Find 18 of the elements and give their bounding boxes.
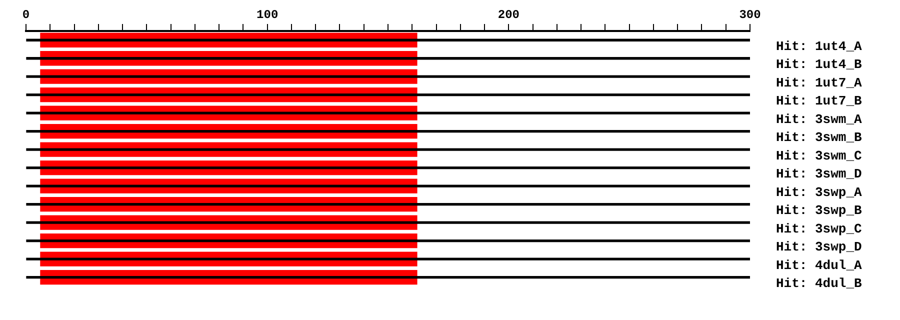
y-tick-label: Hit: 1ut7_B	[776, 94, 862, 109]
y-tick-label: Hit: 3swp_D	[776, 240, 862, 255]
y-tick-label: Hit: 3swm_C	[776, 148, 862, 164]
y-tick-label: Hit: 4dul_A	[776, 258, 862, 273]
y-tick-label: Hit: 1ut4_B	[776, 57, 862, 72]
x-tick-label: 0	[22, 8, 30, 22]
y-tick-label: Hit: 3swp_B	[776, 203, 862, 218]
y-tick-label: Hit: 3swm_D	[776, 166, 862, 182]
y-tick-label: Hit: 4dul_B	[776, 276, 862, 292]
y-tick-label: Hit: 1ut4_A	[776, 38, 862, 54]
y-tick-label: Hit: 3swp_C	[776, 221, 862, 236]
x-tick-label: 300	[739, 8, 761, 22]
y-tick-label: Hit: 3swm_B	[776, 130, 862, 146]
y-tick-label: Hit: 1ut7_A	[776, 75, 862, 90]
x-tick-label: 200	[498, 8, 520, 22]
x-tick-label: 100	[256, 8, 278, 22]
y-tick-label: Hit: 3swp_A	[776, 184, 862, 200]
y-tick-label: Hit: 3swm_A	[776, 112, 862, 127]
